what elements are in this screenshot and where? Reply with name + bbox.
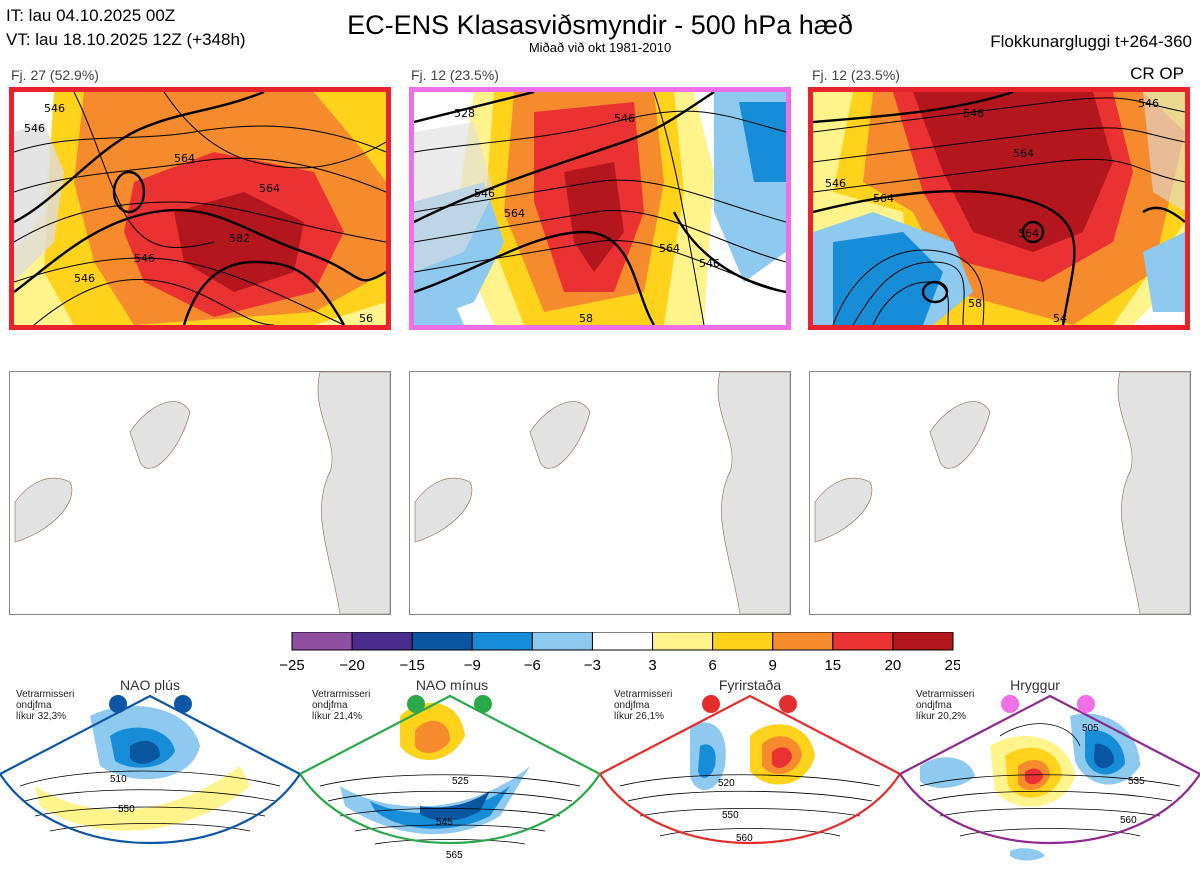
season-text: Vetrarmisseri: [916, 689, 975, 700]
colorbar-graphic: −25 −20 −15 −9 −6 −3 3 6 9 15 20 25: [279, 631, 961, 674]
regime-info-ridge: Vetrarmisseri ondjfma líkur 20,2%: [916, 689, 974, 722]
cluster-map-2: 528 546 546 564 564 546 58: [409, 87, 791, 330]
contour-label: 505: [1082, 723, 1099, 734]
regime-nao-plus: 510 550: [0, 676, 302, 871]
contour-label: 564: [174, 152, 195, 165]
contour-label: 564: [259, 182, 280, 195]
cluster-map-3: 546 546 564 564 564 546 54 58: [808, 87, 1190, 330]
colorbar-tick-label: −6: [524, 657, 541, 674]
contour-label: 546: [74, 272, 95, 285]
contour-label: 564: [1018, 227, 1039, 240]
colorbar-tick-label: −25: [280, 657, 305, 674]
contour-label: 546: [24, 122, 45, 135]
contour-label: 560: [1120, 815, 1137, 826]
regime-blocking: 520 550 560: [598, 676, 902, 871]
probability-text: líkur 21,4%: [312, 711, 363, 722]
cr-op-label: CR OP: [1130, 64, 1184, 83]
regime-info-nao-minus: Vetrarmisseri ondjfma líkur 21,4%: [312, 689, 370, 722]
regime-info-blocking: Vetrarmisseri ondjfma líkur 26,1%: [614, 689, 672, 722]
regime-title-blocking: Fyrirstaða: [718, 677, 782, 693]
regime-info-nao-plus: Vetrarmisseri ondjfma líkur 32,3%: [16, 689, 74, 722]
contour-label: 535: [1128, 776, 1145, 787]
colorbar-swatch: [712, 631, 774, 651]
colorbar-tick-label: −15: [399, 657, 424, 674]
panel-3-label: Fj. 12 (23.5%): [812, 67, 900, 83]
empty-map-1: [9, 371, 391, 615]
contour-label: 54: [1053, 312, 1067, 325]
empty-map-2: [409, 371, 791, 615]
contour-label: 564: [1013, 147, 1034, 160]
contour-label: 546: [44, 102, 65, 115]
initial-time: IT: lau 04.10.2025 00Z: [6, 6, 176, 25]
colorbar-tick-label: 6: [708, 657, 716, 674]
regime-title-nao-plus: NAO plús: [120, 677, 180, 693]
contour-label: 546: [825, 177, 846, 190]
season-text: Vetrarmisseri: [16, 689, 75, 700]
classification-window: Flokkunargluggi t+264-360: [990, 32, 1192, 51]
contour-label: 565: [446, 850, 463, 861]
panel-2-label: Fj. 12 (23.5%): [411, 67, 499, 83]
colorbar-swatch: [892, 631, 954, 651]
contour-label: 520: [718, 778, 735, 789]
season-text: Vetrarmisseri: [614, 689, 673, 700]
colorbar: −25 −20 −15 −9 −6 −3 3 6 9 15 20 25: [279, 631, 961, 681]
probability-text: líkur 20,2%: [916, 711, 967, 722]
regime-ridge: 505 535 560: [898, 676, 1200, 871]
contour-label: 564: [873, 192, 894, 205]
cluster-map-1: 546 546 564 564 582 546 546 56: [9, 87, 391, 330]
panel-1-label: Fj. 27 (52.9%): [11, 67, 99, 83]
contour-label: 546: [134, 252, 155, 265]
contour-label: 545: [436, 817, 453, 828]
colorbar-tick-label: −20: [339, 657, 364, 674]
regime-nao-minus: 525 545 565: [298, 676, 602, 871]
contour-label: 564: [659, 242, 680, 255]
colorbar-swatch: [832, 631, 894, 651]
contour-label: 546: [699, 257, 720, 270]
contour-label: 56: [359, 312, 373, 325]
colorbar-swatch: [351, 631, 413, 651]
regime-title-ridge: Hryggur: [1010, 677, 1060, 693]
colorbar-swatch: [652, 631, 714, 651]
colorbar-tick-label: 3: [648, 657, 656, 674]
contour-label: 528: [454, 107, 475, 120]
colorbar-swatch: [591, 631, 654, 651]
contour-label: 546: [1138, 97, 1159, 110]
regime-title-nao-minus: NAO mínus: [415, 677, 489, 693]
months-text: ondjfma: [16, 700, 52, 711]
season-text: Vetrarmisseri: [312, 689, 371, 700]
contour-label: 564: [504, 207, 525, 220]
valid-time: VT: lau 18.10.2025 12Z (+348h): [6, 30, 246, 49]
colorbar-swatch: [411, 631, 473, 651]
probability-text: líkur 26,1%: [614, 711, 665, 722]
contour-label: 582: [229, 232, 250, 245]
colorbar-tick-label: 9: [769, 657, 777, 674]
colorbar-tick-label: 20: [885, 657, 902, 674]
contour-label: 560: [736, 833, 753, 844]
colorbar-tick-label: −3: [584, 657, 601, 674]
months-text: ondjfma: [614, 700, 650, 711]
contour-label: 546: [474, 187, 495, 200]
contour-label: 510: [110, 774, 127, 785]
colorbar-swatch: [291, 631, 353, 651]
contour-label: 546: [614, 112, 635, 125]
colorbar-tick-label: 25: [945, 657, 960, 674]
page-title: EC-ENS Klasasviðsmyndir - 500 hPa hæð: [347, 10, 853, 40]
probability-text: líkur 32,3%: [16, 711, 67, 722]
months-text: ondjfma: [916, 700, 952, 711]
colorbar-swatch: [531, 631, 593, 651]
months-text: ondjfma: [312, 700, 348, 711]
colorbar-swatch: [772, 631, 834, 651]
contour-label: 550: [118, 804, 135, 815]
contour-label: 550: [722, 810, 739, 821]
colorbar-tick-label: 15: [824, 657, 841, 674]
page-subtitle: Miðað við okt 1981-2010: [528, 40, 672, 55]
colorbar-tick-label: −9: [464, 657, 481, 674]
contour-label: 546: [963, 107, 984, 120]
colorbar-swatch: [471, 631, 533, 651]
contour-label: 58: [968, 297, 982, 310]
contour-label: 525: [452, 776, 469, 787]
contour-label: 58: [579, 312, 593, 325]
empty-map-3: [809, 371, 1191, 615]
